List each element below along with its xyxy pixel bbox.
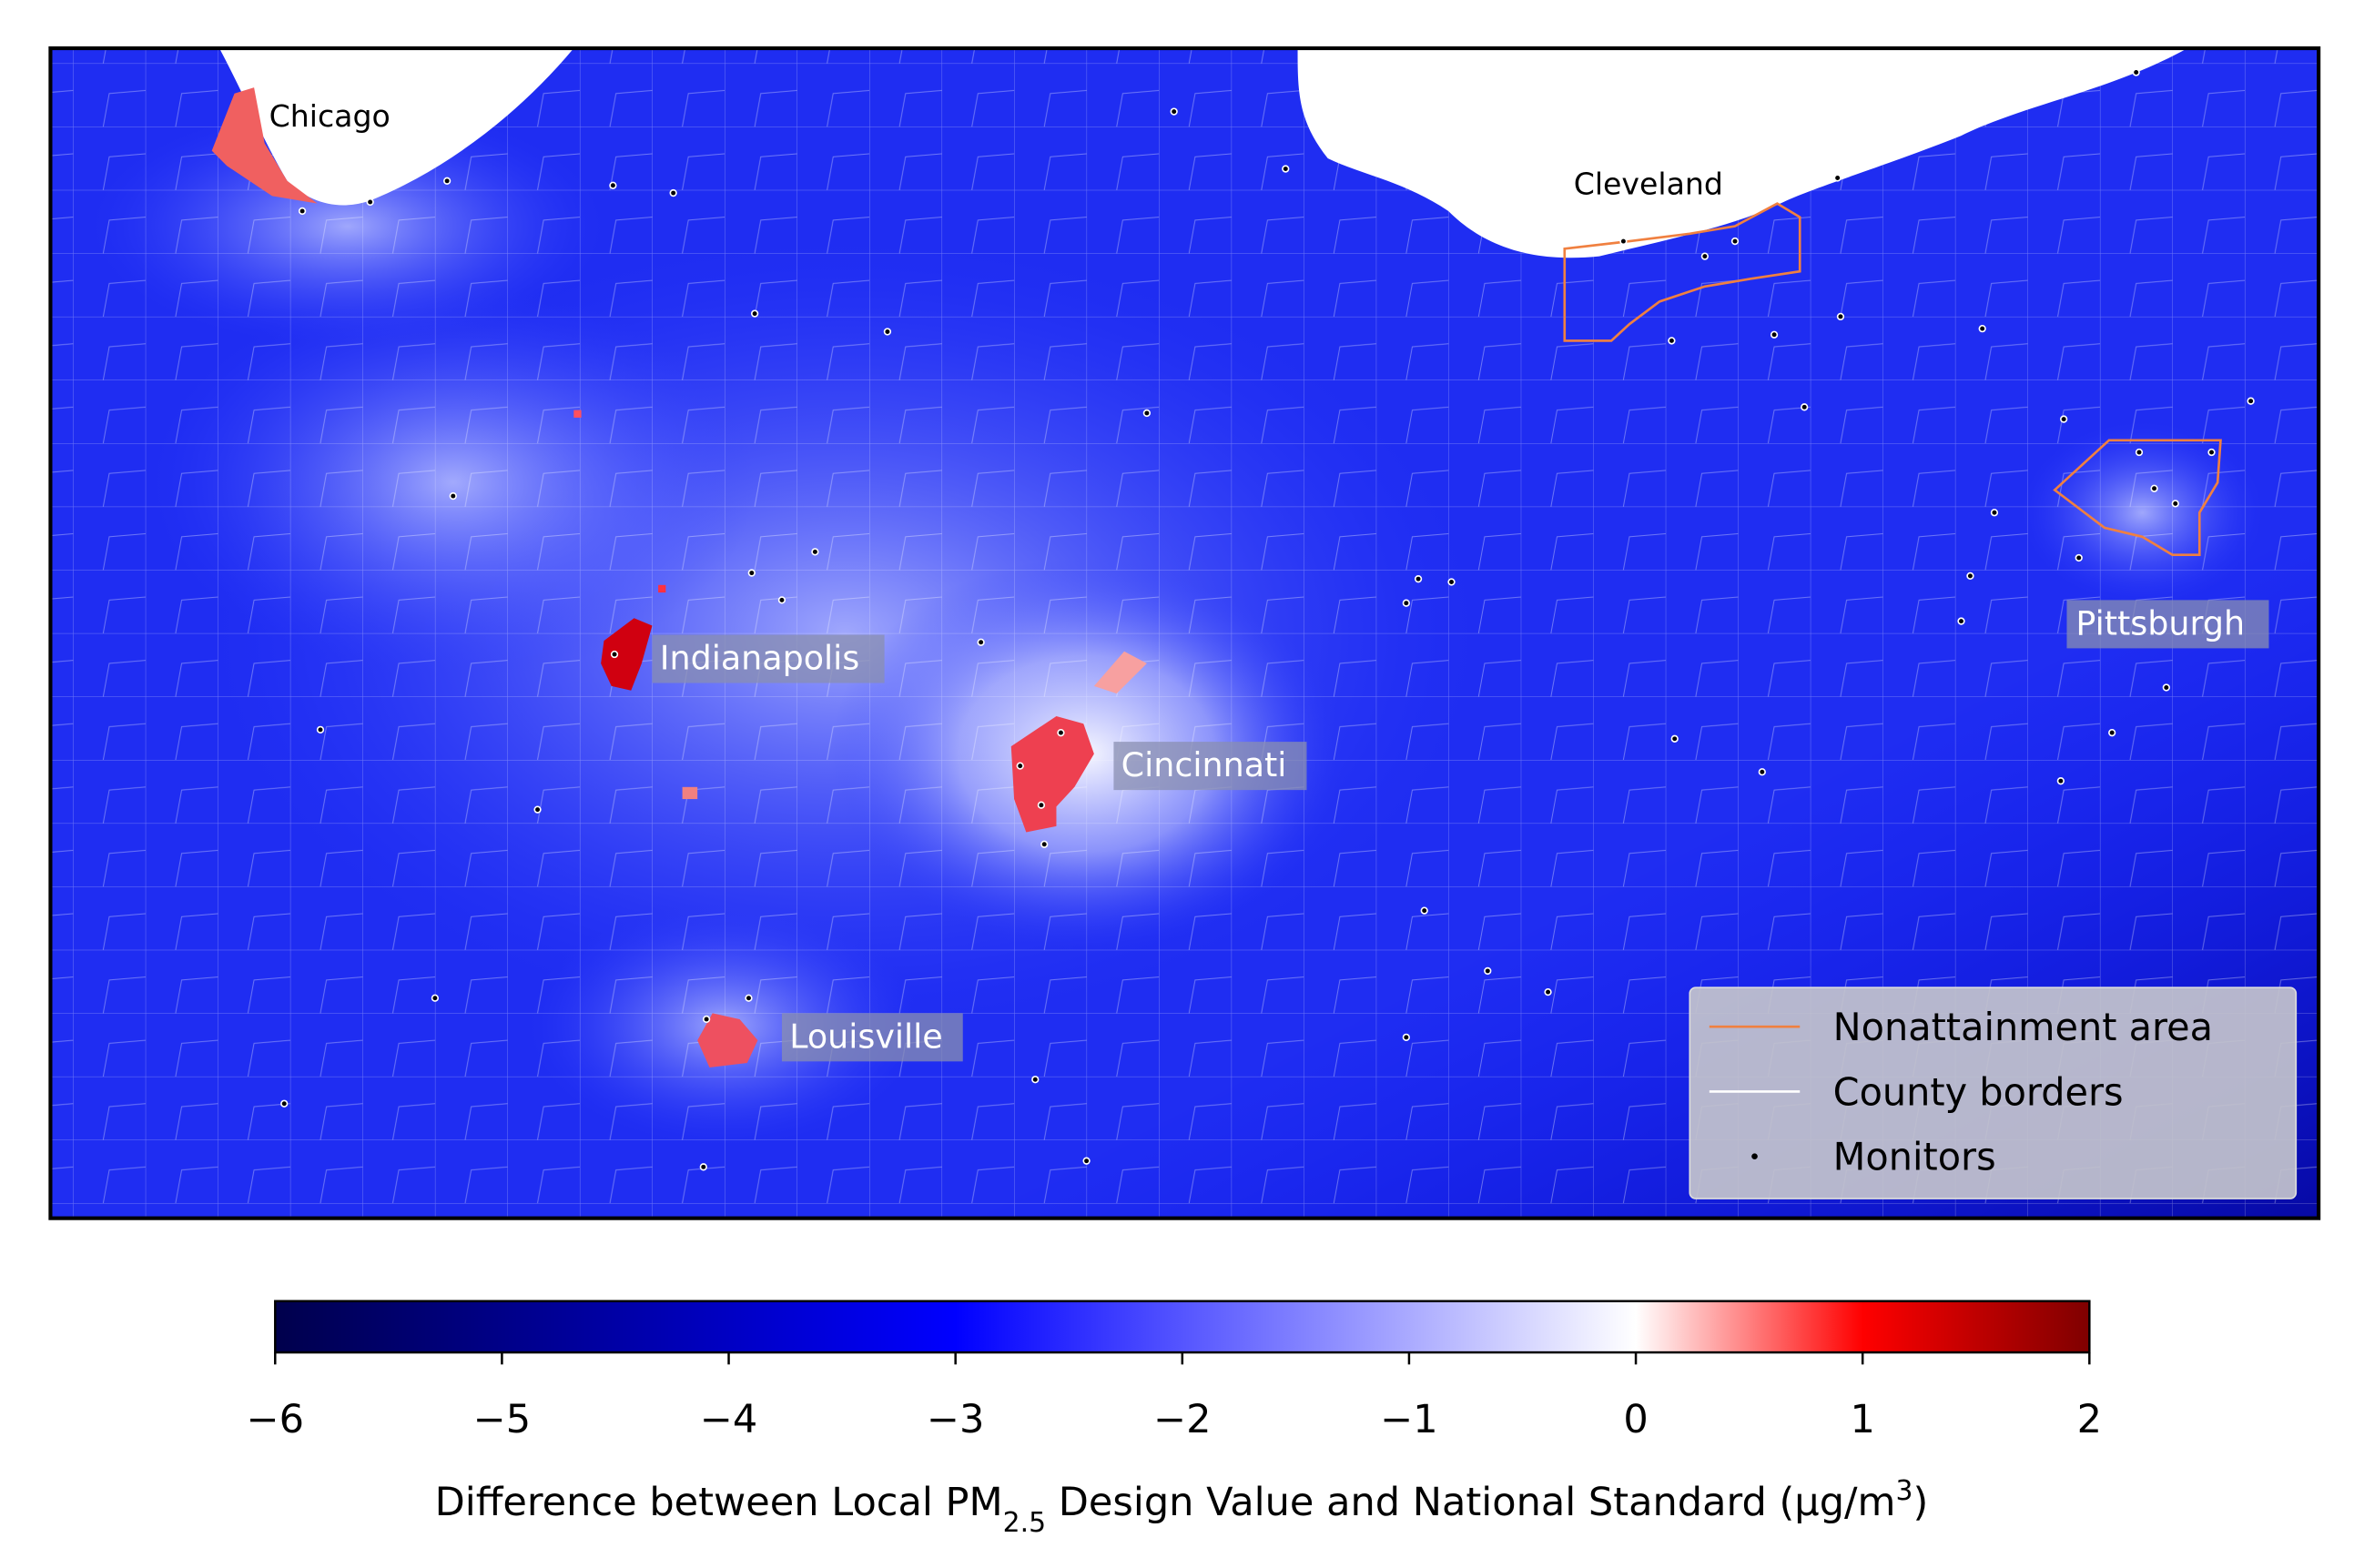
tick-label: −1: [1380, 1397, 1437, 1442]
label-part: 2.5: [1003, 1507, 1046, 1539]
label-part: 3: [1896, 1475, 1913, 1507]
legend-label: County borders: [1833, 1070, 2124, 1114]
map: Chicago Cleveland Pittsburgh Indianapoli…: [50, 48, 2319, 1219]
colorbar-label: Difference between Local PM2.5 Design Va…: [435, 1475, 1929, 1539]
city-label: Louisville: [789, 1017, 943, 1056]
label-part: ): [1913, 1480, 1928, 1525]
city-label: Chicago: [269, 98, 391, 134]
tick-label: 2: [2077, 1397, 2102, 1442]
label-part: Design Value and National Standard (μg/m: [1046, 1480, 1895, 1525]
tick-label: 1: [1850, 1397, 1874, 1442]
city-label: Cincinnati: [1121, 745, 1287, 784]
label-part: Difference between Local PM: [435, 1480, 1003, 1525]
legend: Nonattainment area County borders Monito…: [1689, 986, 2298, 1199]
tick-label: −2: [1153, 1397, 1211, 1442]
tick-label: 0: [1623, 1397, 1648, 1442]
legend-label: Monitors: [1833, 1136, 1996, 1179]
tick-label: −4: [700, 1397, 757, 1442]
colorbar: [274, 1300, 2091, 1354]
city-label: Indianapolis: [660, 639, 860, 678]
tick-label: −5: [473, 1397, 531, 1442]
city-label: Cleveland: [1574, 167, 1723, 202]
tick-label: −3: [927, 1397, 984, 1442]
tick-label: −6: [247, 1397, 304, 1442]
map-frame: [48, 46, 2321, 1220]
monitors: [280, 68, 2255, 1171]
city-label: Pittsburgh: [2075, 603, 2245, 642]
legend-label: Nonattainment area: [1833, 1006, 2213, 1049]
